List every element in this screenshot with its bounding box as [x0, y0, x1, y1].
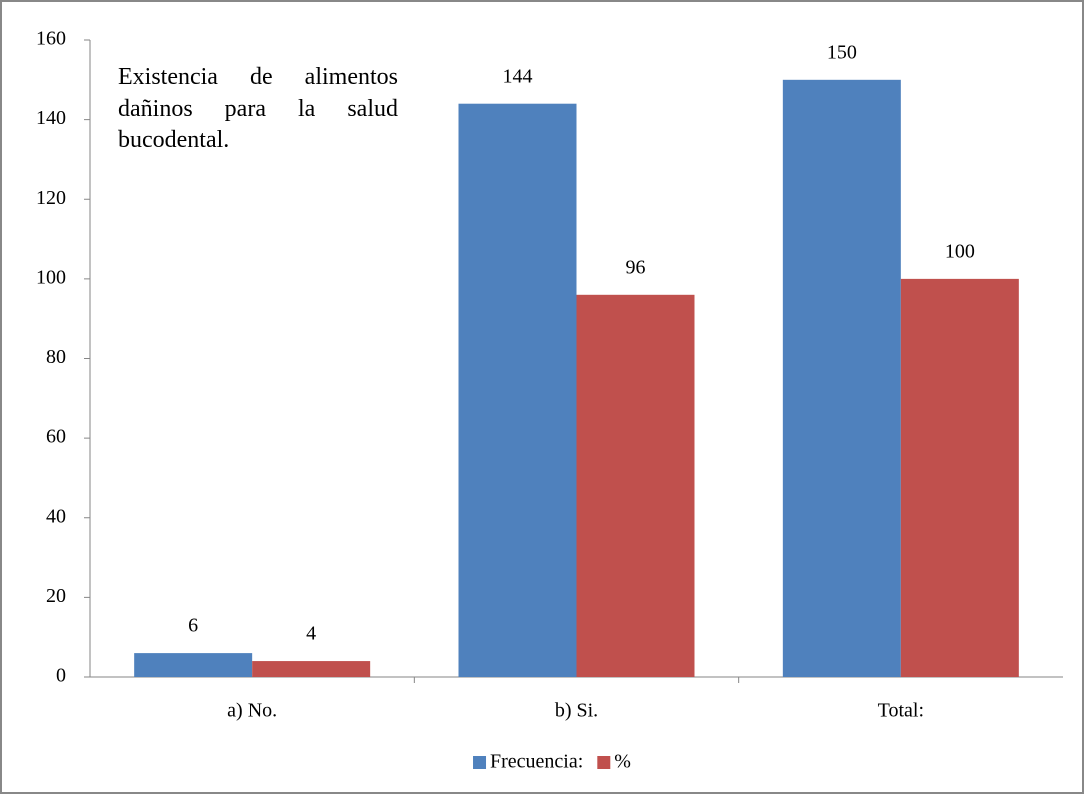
bar [458, 103, 577, 677]
bar [782, 79, 901, 677]
y-tick-label: 120 [36, 187, 66, 209]
y-tick-label: 20 [46, 585, 66, 607]
legend-swatch [473, 756, 487, 769]
bar [900, 278, 1019, 677]
legend-swatch [597, 756, 611, 769]
y-tick-label: 40 [46, 505, 66, 527]
value-label: 96 [626, 256, 646, 278]
value-label: 150 [827, 41, 857, 63]
legend-label: % [614, 751, 631, 773]
value-label: 100 [945, 240, 975, 262]
x-tick-label: b) Si. [555, 700, 598, 722]
bar [576, 294, 695, 677]
x-tick-label: Total: [878, 700, 924, 722]
y-tick-label: 140 [36, 107, 66, 129]
bar [252, 661, 371, 677]
chart-title: Existencia de alimentos dañinos para la … [118, 64, 398, 153]
value-label: 6 [188, 615, 198, 637]
value-label: 144 [503, 65, 533, 87]
value-label: 4 [306, 623, 316, 645]
y-tick-label: 160 [36, 28, 66, 50]
legend-label: Frecuencia: [490, 751, 583, 773]
y-tick-label: 80 [46, 346, 66, 368]
bar [134, 653, 253, 677]
y-tick-label: 100 [36, 266, 66, 288]
y-tick-label: 60 [46, 426, 66, 448]
y-tick-label: 0 [56, 665, 66, 687]
x-tick-label: a) No. [227, 700, 277, 722]
